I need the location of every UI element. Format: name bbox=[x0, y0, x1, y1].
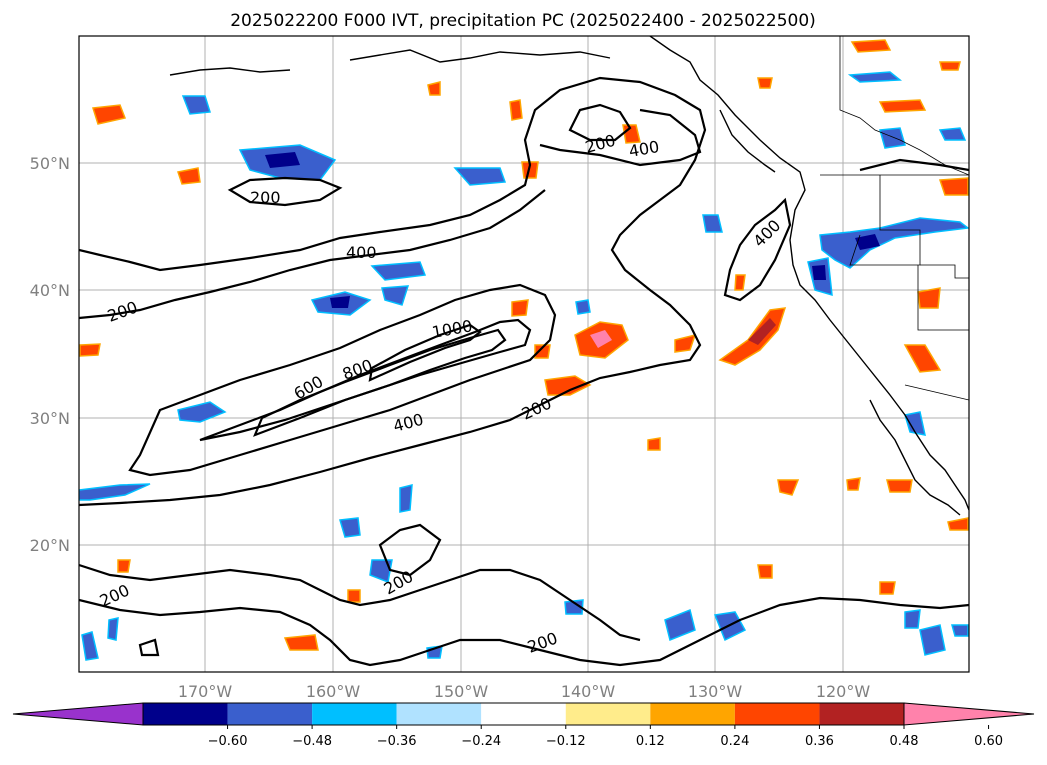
colorbar-segment bbox=[227, 703, 313, 725]
colorbar-segment bbox=[312, 703, 397, 725]
lat-label: 20°N bbox=[30, 536, 70, 555]
precip-blobs bbox=[79, 39, 969, 661]
colorbar-segment bbox=[734, 703, 820, 725]
colorbar-tick-label: −0.36 bbox=[377, 734, 417, 749]
borders bbox=[820, 36, 969, 401]
colorbar-tick-label: 0.36 bbox=[805, 734, 834, 749]
colorbar-extend-low bbox=[12, 702, 144, 726]
colorbar-tick-label: −0.12 bbox=[546, 734, 586, 749]
lat-label: 50°N bbox=[30, 154, 70, 173]
lon-label: 130°W bbox=[688, 682, 743, 701]
colorbar-tick-label: 0.48 bbox=[890, 734, 919, 749]
colorbar-tick-label: −0.60 bbox=[208, 734, 248, 749]
ivt-contours bbox=[79, 76, 969, 667]
lon-label: 150°W bbox=[434, 682, 489, 701]
lon-label: 160°W bbox=[306, 682, 361, 701]
colorbar-tick-label: 0.60 bbox=[974, 734, 1003, 749]
map-background bbox=[79, 36, 969, 672]
colorbar-frame bbox=[142, 702, 905, 726]
coastlines bbox=[169, 36, 969, 516]
colorbar-segment bbox=[565, 703, 651, 725]
lon-label: 170°W bbox=[178, 682, 233, 701]
lat-label: 30°N bbox=[30, 409, 70, 428]
colorbar-segment bbox=[481, 703, 566, 725]
colorbar-extend-high bbox=[903, 702, 1035, 726]
map-content: 200 200 200 200 200 200 200 400 400 400 … bbox=[79, 36, 969, 672]
colorbar: −0.60 −0.48 −0.36 −0.24 −0.12 0.12 0.24 0.36 0.4… bbox=[12, 702, 1035, 749]
contour-label: 400 bbox=[346, 243, 377, 262]
figure-title: 2025022200 F000 IVT, precipitation PC (2… bbox=[230, 11, 816, 31]
lon-label: 120°W bbox=[816, 682, 871, 701]
colorbar-segment bbox=[819, 703, 904, 725]
colorbar-tick-label: −0.24 bbox=[461, 734, 501, 749]
map-frame bbox=[78, 35, 970, 673]
longitude-labels: 170°W 160°W 150°W 140°W 130°W 120°W bbox=[178, 682, 871, 701]
lat-label: 40°N bbox=[30, 281, 70, 300]
colorbar-segment bbox=[650, 703, 735, 725]
colorbar-tick-label: 0.24 bbox=[720, 734, 749, 749]
colorbar-tick-label: −0.48 bbox=[292, 734, 332, 749]
lon-label: 140°W bbox=[561, 682, 616, 701]
colorbar-tick-label: 0.12 bbox=[636, 734, 665, 749]
contour-label: 200 bbox=[250, 188, 281, 207]
colorbar-segment bbox=[396, 703, 482, 725]
latitude-labels: 50°N 40°N 30°N 20°N bbox=[30, 154, 70, 555]
gridlines bbox=[79, 36, 969, 672]
colorbar-segment bbox=[143, 703, 228, 725]
